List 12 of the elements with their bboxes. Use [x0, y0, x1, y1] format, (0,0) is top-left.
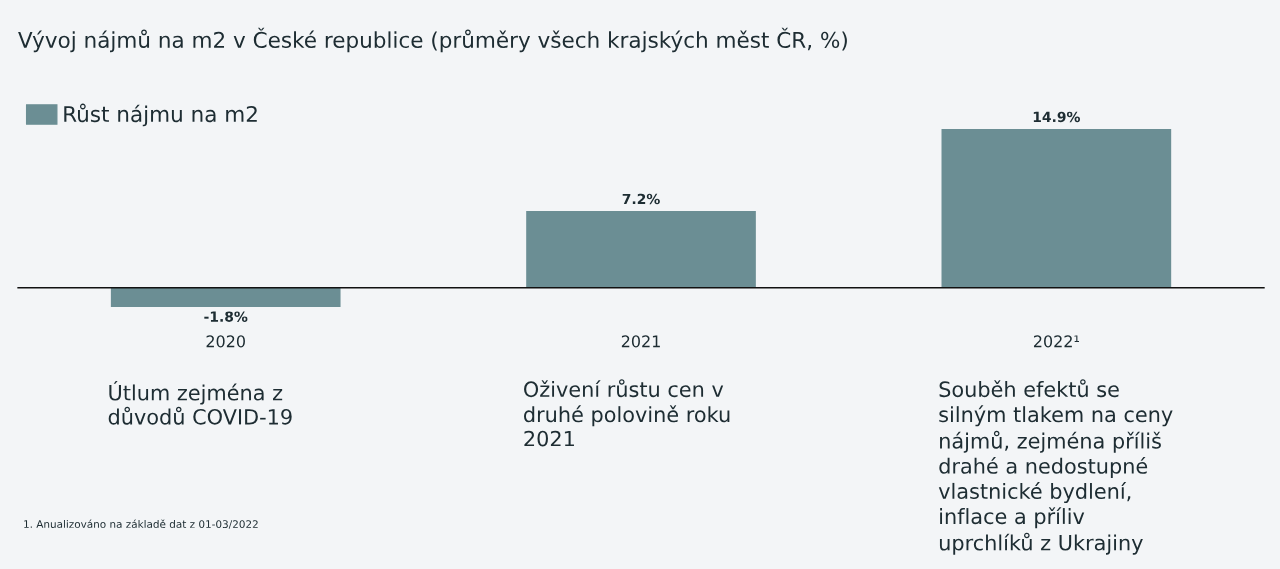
text: Oživení růstu cen v druhé polovině roku 2021 — [524, 379, 730, 447]
data-label: 7.2% — [622, 193, 660, 205]
text: Souběh efektů se silným tlakem na ceny nájmů, zejména příliš drahé a nedostupné vlastnické bydlení, inflace a příliv uprchlíků z Ukrajiny — [938, 379, 1173, 555]
text: 1. Anualizováno na základě dat z 01-03/2022 — [24, 519, 258, 529]
x-tick-label: 2020 — [206, 335, 245, 348]
legend-label: Růst nájmu na m2 — [64, 103, 257, 127]
x-tick-label: 2022¹ — [1033, 335, 1079, 348]
data-label: 14.9% — [1033, 111, 1080, 123]
chart-title: Vývoj nájmů na m2 v České republice (průměry všech krajských měst ČR, %) — [18, 27, 847, 53]
x-tick-label: 2021 — [621, 335, 660, 348]
text: Útlum zejména z důvodů COVID-19 — [108, 381, 292, 425]
data-label: -1.8% — [204, 311, 248, 322]
